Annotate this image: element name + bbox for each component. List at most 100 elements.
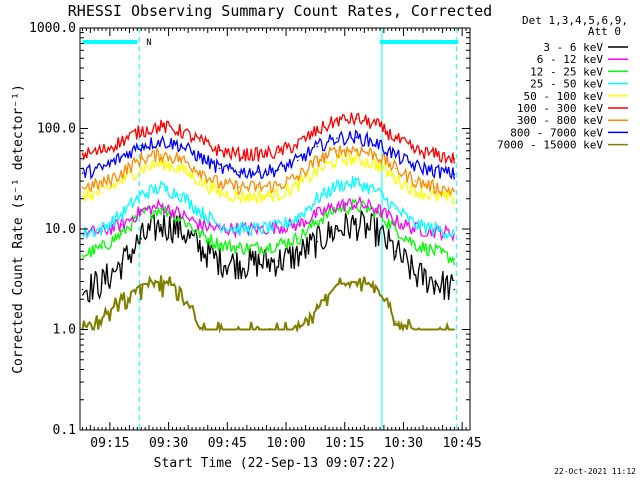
- series-point-7-10: [277, 168, 280, 171]
- series-point-5-17: [414, 150, 417, 152]
- series-point-2-12: [316, 220, 319, 222]
- x-tick-label-6: 10:45: [443, 436, 482, 451]
- series-point-5-3: [140, 129, 142, 132]
- series-point-8-8: [238, 328, 240, 331]
- legend-header-line-2: Att 0: [588, 25, 621, 38]
- y-tick-label-3: 100.0: [37, 122, 76, 137]
- series-line-7: [81, 129, 455, 180]
- series-point-5-1: [101, 150, 103, 152]
- series-line-6: [82, 144, 455, 198]
- series-point-7-9: [257, 171, 260, 173]
- series-point-3-9: [257, 228, 260, 230]
- series-point-2-7: [218, 243, 221, 246]
- series-point-1-11: [297, 224, 299, 226]
- series-point-4-4: [160, 162, 162, 165]
- series-line-5: [81, 112, 455, 165]
- series-point-2-0: [81, 254, 84, 256]
- series-point-2-4: [160, 207, 162, 210]
- series-point-6-0: [81, 186, 84, 189]
- series-point-0-13: [336, 228, 338, 230]
- series-point-8-3: [140, 283, 142, 286]
- series-point-7-2: [120, 156, 123, 158]
- series-point-8-9: [257, 328, 260, 331]
- series-point-7-15: [375, 142, 377, 144]
- series-point-4-7: [218, 191, 221, 194]
- series-point-2-9: [257, 247, 260, 249]
- series-point-2-19: [453, 258, 456, 261]
- series-point-0-1: [101, 282, 103, 284]
- series-point-7-1: [101, 167, 103, 170]
- series-point-5-14: [355, 118, 358, 120]
- legend-label-7: 800 - 7000 keV: [510, 126, 603, 139]
- series-point-8-15: [375, 285, 377, 287]
- series-point-6-9: [257, 186, 260, 189]
- series-point-6-16: [394, 167, 397, 170]
- legend-label-5: 100 - 300 keV: [517, 102, 603, 115]
- series-point-6-1: [101, 183, 103, 185]
- legend-label-3: 25 - 50 keV: [530, 78, 603, 91]
- series-point-3-7: [218, 224, 221, 226]
- series-point-8-1: [101, 317, 103, 319]
- series-point-8-13: [336, 283, 338, 286]
- series-point-0-17: [414, 274, 417, 276]
- series-point-6-4: [160, 153, 162, 156]
- series-point-1-16: [394, 220, 397, 222]
- series-point-7-6: [199, 156, 201, 158]
- series-point-7-12: [316, 145, 319, 148]
- footer-timestamp: 22-Oct-2021 11:12: [554, 467, 636, 476]
- series-point-1-15: [375, 207, 377, 210]
- series-point-3-10: [277, 226, 280, 228]
- series-point-6-15: [375, 153, 377, 156]
- series-point-2-11: [297, 237, 299, 240]
- series-point-6-19: [453, 190, 456, 192]
- series-point-1-12: [316, 213, 319, 216]
- series-point-5-16: [394, 137, 397, 139]
- series-point-0-18: [434, 280, 436, 283]
- series-point-4-0: [81, 195, 84, 198]
- series-point-8-10: [277, 328, 280, 331]
- series-point-0-7: [218, 260, 221, 262]
- series-point-7-5: [179, 144, 182, 147]
- series-point-3-16: [394, 207, 397, 210]
- series-point-6-8: [238, 186, 240, 189]
- series-point-5-19: [453, 158, 456, 160]
- series-point-2-10: [277, 243, 280, 246]
- y-axis-label: Corrected Count Rate (s⁻¹ detector⁻¹): [11, 84, 26, 374]
- series-point-8-17: [414, 328, 417, 331]
- series-point-7-13: [336, 137, 338, 139]
- series-point-2-1: [101, 247, 103, 249]
- series-point-5-15: [375, 123, 377, 126]
- series-point-5-12: [316, 129, 319, 132]
- series-point-2-17: [414, 243, 417, 246]
- series-point-3-3: [140, 193, 142, 196]
- series-point-5-11: [297, 143, 299, 145]
- series-point-3-12: [316, 197, 319, 200]
- series-point-4-5: [179, 167, 182, 170]
- series-point-0-6: [199, 247, 201, 249]
- series-point-4-8: [238, 195, 240, 198]
- y-tick-label-2: 10.0: [45, 222, 76, 237]
- series-point-8-7: [218, 328, 221, 331]
- series-point-4-15: [375, 163, 377, 166]
- series-point-2-6: [199, 232, 201, 235]
- series-point-0-11: [297, 254, 299, 256]
- series-point-7-18: [434, 169, 436, 172]
- legend-label-2: 12 - 25 keV: [530, 65, 603, 78]
- series-point-1-3: [140, 210, 142, 213]
- series-point-8-14: [355, 280, 358, 283]
- x-tick-label-3: 10:00: [266, 436, 305, 451]
- series-point-2-18: [434, 250, 436, 253]
- series-point-3-14: [355, 181, 358, 184]
- x-tick-label-1: 09:30: [149, 436, 188, 451]
- series-point-3-17: [414, 224, 417, 226]
- y-tick-label-0: 0.1: [53, 423, 76, 438]
- series-point-4-19: [453, 197, 456, 200]
- plot-area: N: [79, 28, 459, 430]
- legend-header-line-1: Det 1,3,4,5,6,9,: [522, 14, 628, 27]
- series-point-6-6: [199, 169, 201, 172]
- series-point-8-11: [297, 328, 299, 331]
- series-point-0-19: [453, 288, 456, 291]
- series-point-6-11: [297, 176, 299, 178]
- x-tick-label-4: 10:15: [325, 436, 364, 451]
- series-point-7-14: [355, 136, 358, 138]
